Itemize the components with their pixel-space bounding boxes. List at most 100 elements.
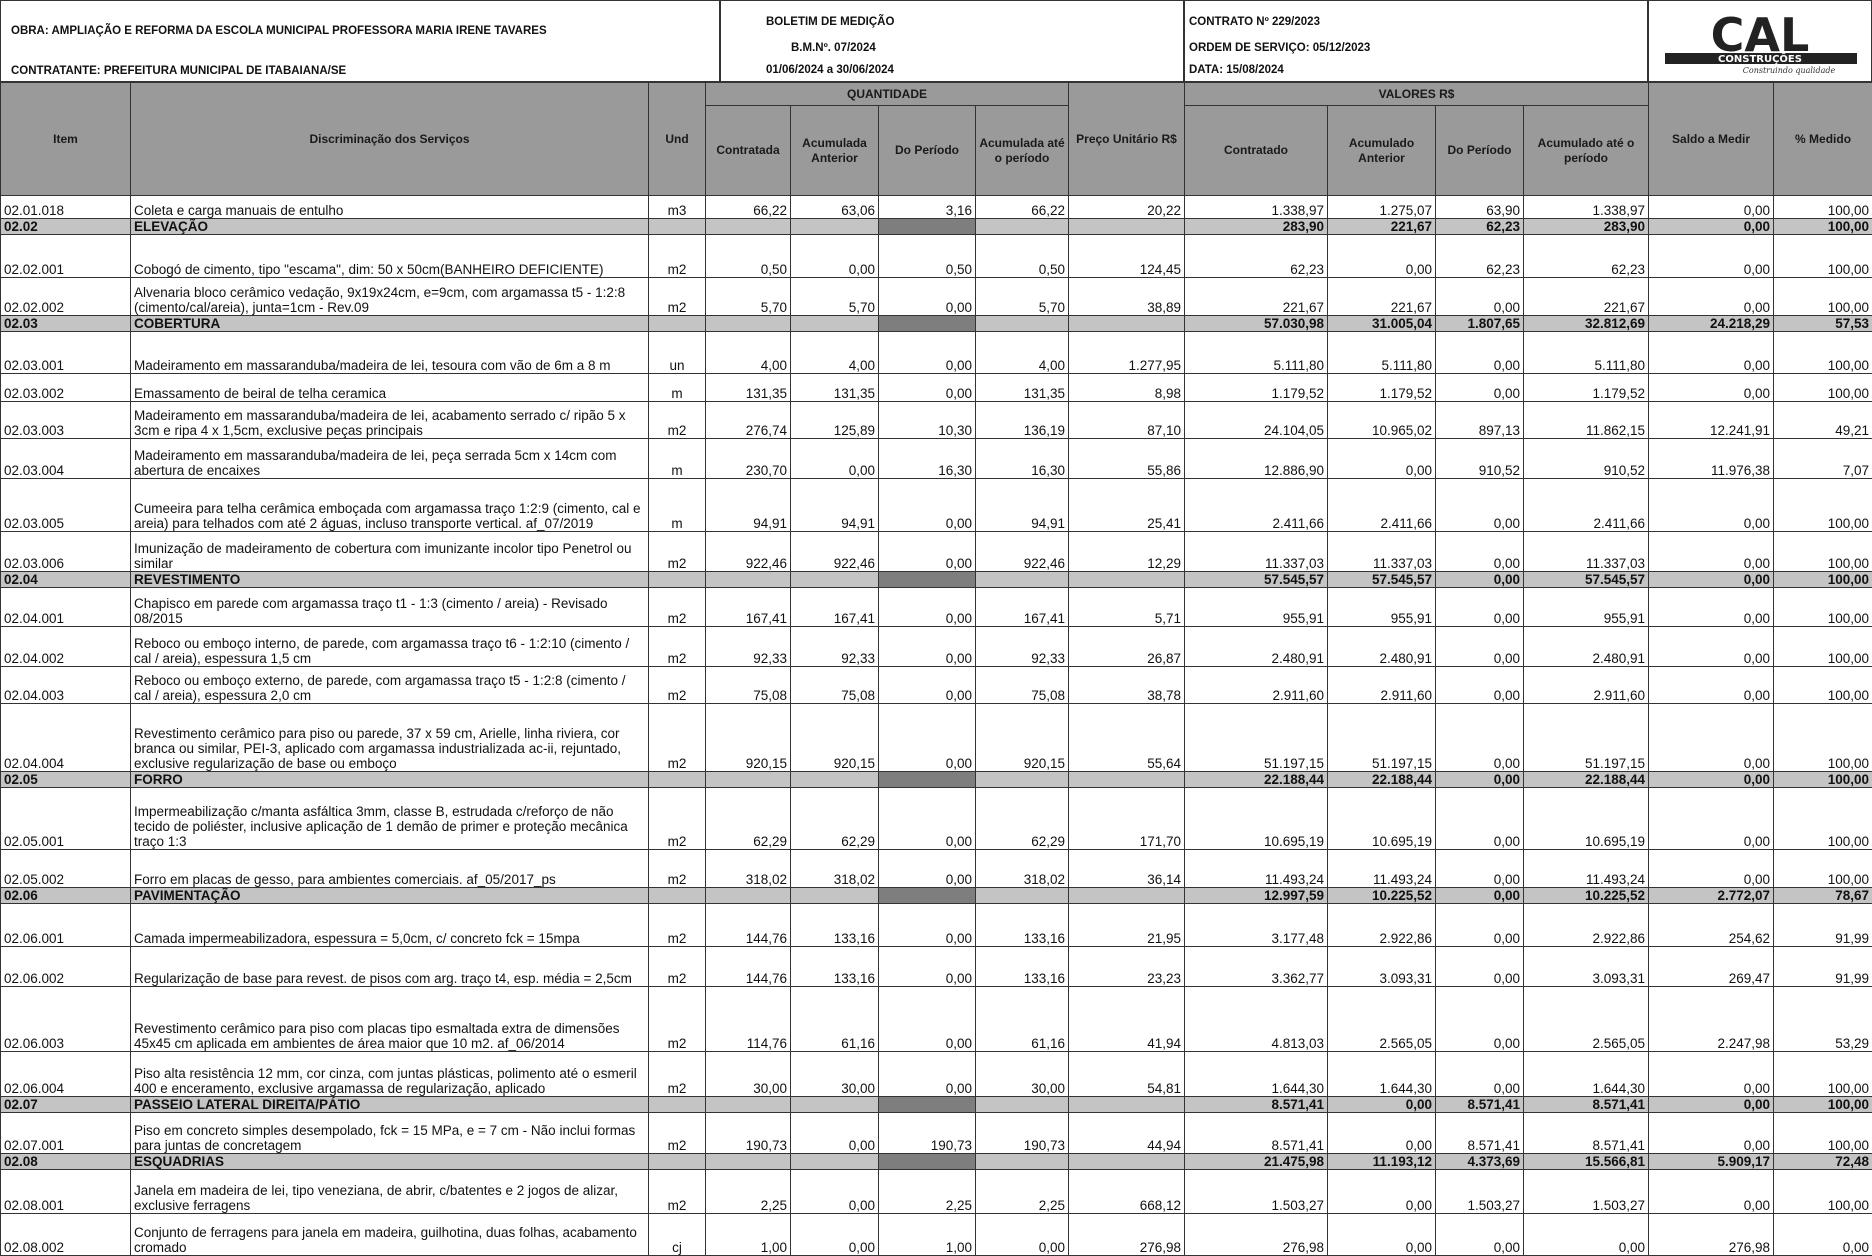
empty-cell: [706, 772, 791, 788]
description: FORRO: [131, 772, 649, 788]
logo-tag: Construindo qualidade: [1743, 66, 1836, 75]
description: Cumeeira para telha cerâmica emboçada co…: [131, 479, 649, 532]
description: Janela em madeira de lei, tipo veneziana…: [131, 1170, 649, 1214]
value: 318,02: [706, 850, 791, 888]
description: Madeiramento em massaranduba/madeira de …: [131, 332, 649, 374]
col-values-group: VALORES R$: [1185, 83, 1649, 106]
value: 0,00: [1649, 374, 1774, 402]
item-code: 02.08.001: [1, 1170, 131, 1214]
empty-cell: [791, 316, 879, 332]
item-code: 02.03.005: [1, 479, 131, 532]
value: 8.571,41: [1524, 1097, 1649, 1113]
value: 0,00: [791, 439, 879, 479]
value: 190,73: [976, 1113, 1069, 1154]
logo: CAL CONSTRUÇÕES Construindo qualidade: [1648, 0, 1872, 82]
value: 0,00: [1524, 1214, 1649, 1256]
col-measured: % Medido: [1774, 83, 1872, 196]
empty-cell: [879, 572, 976, 588]
value: 1.277,95: [1069, 332, 1185, 374]
value: 72,48: [1774, 1154, 1872, 1170]
description: Forro em placas de gesso, para ambientes…: [131, 850, 649, 888]
value: 5.111,80: [1328, 332, 1436, 374]
value: 0,00: [1328, 1170, 1436, 1214]
value: 0,00: [1436, 667, 1524, 704]
unit: m: [649, 374, 706, 402]
value: 10.695,19: [1185, 788, 1328, 850]
value: 0,00: [1649, 196, 1774, 219]
value: 0,00: [1328, 1113, 1436, 1154]
description: Camada impermeabilizadora, espessura = 5…: [131, 904, 649, 947]
description: Conjunto de ferragens para janela em mad…: [131, 1214, 649, 1256]
value: 62,29: [706, 788, 791, 850]
value: 7,07: [1774, 439, 1872, 479]
value: 30,00: [976, 1052, 1069, 1097]
value: 100,00: [1774, 627, 1872, 667]
item-code: 02.05.002: [1, 850, 131, 888]
value: 100,00: [1774, 1170, 1872, 1214]
value: 167,41: [706, 588, 791, 627]
value: 0,00: [1649, 772, 1774, 788]
value: 283,90: [1524, 219, 1649, 235]
col-item: Item: [1, 83, 131, 196]
value: 51.197,15: [1328, 704, 1436, 772]
value: 11.976,38: [1649, 439, 1774, 479]
empty-cell: [1069, 316, 1185, 332]
value: 12.886,90: [1185, 439, 1328, 479]
value: 92,33: [791, 627, 879, 667]
value: 3.093,31: [1524, 947, 1649, 987]
value: 100,00: [1774, 572, 1872, 588]
unit: m: [649, 439, 706, 479]
description: COBERTURA: [131, 316, 649, 332]
description: REVESTIMENTO: [131, 572, 649, 588]
value: 920,15: [706, 704, 791, 772]
empty-cell: [649, 572, 706, 588]
value: 3.093,31: [1328, 947, 1436, 987]
value: 0,00: [1649, 572, 1774, 588]
value: 0,00: [1649, 1113, 1774, 1154]
value: 0,00: [1436, 278, 1524, 316]
empty-cell: [706, 1097, 791, 1113]
value: 100,00: [1774, 235, 1872, 278]
value: 1.644,30: [1185, 1052, 1328, 1097]
value: 0,00: [791, 1113, 879, 1154]
value: 2,25: [706, 1170, 791, 1214]
value: 0,00: [1649, 1052, 1774, 1097]
col-balance: Saldo a Medir: [1649, 83, 1774, 196]
value: 0,00: [1328, 1214, 1436, 1256]
item-code: 02.02.001: [1, 235, 131, 278]
unit: m2: [649, 667, 706, 704]
unit: m2: [649, 987, 706, 1052]
empty-cell: [1069, 772, 1185, 788]
item-code: 02.07: [1, 1097, 131, 1113]
value: 276,98: [1185, 1214, 1328, 1256]
value: 8.571,41: [1436, 1113, 1524, 1154]
value: 2.411,66: [1185, 479, 1328, 532]
item-code: 02.04.004: [1, 704, 131, 772]
value: 0,00: [879, 987, 976, 1052]
value: 100,00: [1774, 588, 1872, 627]
value: 3.177,48: [1185, 904, 1328, 947]
value: 94,91: [706, 479, 791, 532]
value: 53,29: [1774, 987, 1872, 1052]
value: 11.337,03: [1185, 532, 1328, 572]
value: 100,00: [1774, 278, 1872, 316]
description: Imunização de madeiramento de cobertura …: [131, 532, 649, 572]
value: 8.571,41: [1524, 1113, 1649, 1154]
value: 0,00: [1436, 572, 1524, 588]
col-quantity: Do Período: [879, 106, 976, 196]
value: 32.812,69: [1524, 316, 1649, 332]
value: 0,00: [879, 704, 976, 772]
value: 144,76: [706, 947, 791, 987]
item-code: 02.01.018: [1, 196, 131, 219]
value: 1,00: [879, 1214, 976, 1256]
empty-cell: [879, 1097, 976, 1113]
item-code: 02.03.003: [1, 402, 131, 439]
value: 0,00: [879, 667, 976, 704]
value: 276,98: [1069, 1214, 1185, 1256]
value: 10.965,02: [1328, 402, 1436, 439]
